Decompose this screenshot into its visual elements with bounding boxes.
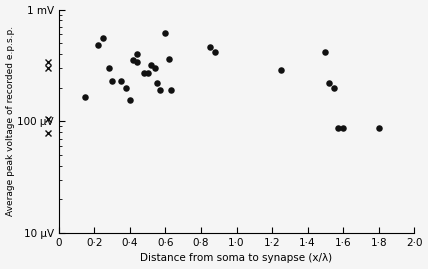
Point (109, 79, 116, 83)
Point (118, 79, 125, 83)
Point (141, 71, 148, 75)
Point (105, 66, 112, 70)
Point (340, 126, 347, 130)
Point (325, 81, 332, 85)
Point (206, 45, 213, 49)
Point (212, 49, 219, 54)
Point (331, 86, 338, 90)
Point (152, 66, 158, 70)
Y-axis label: Average peak voltage of recorded e.p.s.p.: Average peak voltage of recorded e.p.s.p… (6, 26, 15, 216)
Point (123, 86, 130, 90)
Point (134, 60, 140, 64)
Point (130, 58, 137, 63)
Point (334, 126, 341, 130)
Point (126, 98, 133, 102)
Point (167, 88, 174, 92)
Point (95, 43, 101, 47)
Point (166, 57, 172, 61)
Point (153, 81, 160, 85)
Point (82, 95, 89, 99)
Point (144, 71, 151, 75)
Point (162, 31, 169, 35)
Point (277, 68, 284, 73)
Point (148, 63, 155, 67)
Point (157, 88, 163, 92)
Point (375, 126, 382, 130)
Point (100, 36, 107, 40)
X-axis label: Distance from soma to synapse (x/λ): Distance from soma to synapse (x/λ) (140, 253, 333, 263)
Point (134, 52, 140, 56)
Point (322, 49, 329, 54)
